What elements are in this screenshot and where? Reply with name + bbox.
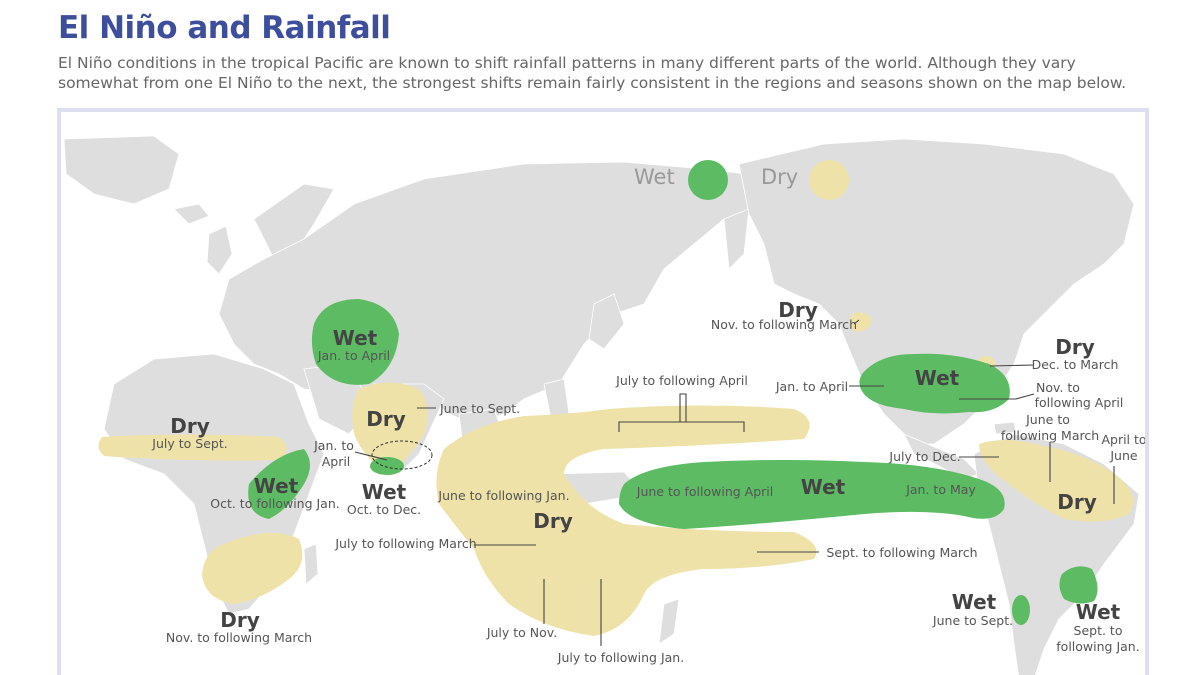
west-africa-type: Dry <box>170 414 210 438</box>
legend-wet-swatch <box>688 160 728 200</box>
wet-region-east-africa <box>248 449 310 519</box>
sri-lanka-outline <box>371 440 433 470</box>
map-frame: Wet Dry Wet Jan. to April Dry June to Se… <box>57 108 1149 675</box>
dry-region-india <box>352 382 428 474</box>
sri-lanka-type: Wet <box>362 480 407 504</box>
northern-sa-season-line2: June <box>1109 448 1138 463</box>
sri-lanka-season2-line1: Jan. to <box>313 438 354 453</box>
india-type: Dry <box>366 407 406 431</box>
western-pacific-season: July to following April <box>615 373 748 388</box>
world-map: Wet Dry Wet Jan. to April Dry June to Se… <box>63 135 1146 675</box>
southern-africa-season: Nov. to following March <box>166 630 312 645</box>
chile-type: Wet <box>952 590 997 614</box>
central-america-season2-line1: June to <box>1025 412 1070 427</box>
dry-region-alaska <box>849 312 872 332</box>
wet-region-southwest-asia <box>311 299 399 385</box>
legend: Wet Dry <box>634 160 849 200</box>
wet-region-chile <box>1012 595 1030 625</box>
south-pacific-season: Sept. to following March <box>826 545 977 560</box>
indonesia-australia-type: Dry <box>533 509 573 533</box>
sri-lanka-season: Oct. to Dec. <box>347 502 421 517</box>
ohio-valley-type: Dry <box>1055 335 1095 359</box>
legend-dry-label: Dry <box>761 165 798 189</box>
ohio-valley-season: Dec. to March <box>1032 357 1119 372</box>
leader-lines <box>354 319 1115 646</box>
chile-season: June to Sept. <box>932 613 1013 628</box>
southern-us-season2-line2: following April <box>1035 395 1124 410</box>
indonesia-season-2: July to following March <box>334 536 476 551</box>
sw-asia-type: Wet <box>333 326 378 350</box>
india-season: June to Sept. <box>439 401 520 416</box>
southern-us-season: Jan. to April <box>775 379 848 394</box>
central-america-season: July to Dec. <box>888 449 960 464</box>
central-pacific-season2: Jan. to May <box>905 482 976 497</box>
wet-region-southeast-south-america <box>1059 566 1098 604</box>
alaska-type: Dry <box>778 298 818 322</box>
northern-sa-type: Dry <box>1057 490 1097 514</box>
page-title: El Niño and Rainfall <box>58 10 391 46</box>
legend-wet-label: Wet <box>634 165 675 189</box>
intro-text: El Niño conditions in the tropical Pacif… <box>58 54 1127 92</box>
region-labels: Wet Jan. to April Dry June to Sept. Dry … <box>151 298 1146 665</box>
sri-lanka-season2-line2: April <box>322 454 351 469</box>
east-africa-type: Wet <box>254 474 299 498</box>
dry-region-west-africa <box>98 434 287 461</box>
west-africa-season: July to Sept. <box>151 436 227 451</box>
se-sa-season-line1: Sept. to <box>1074 623 1123 638</box>
se-sa-season-line2: following Jan. <box>1056 639 1139 654</box>
dry-region-northern-south-america <box>979 440 1134 522</box>
wet-region-sri-lanka <box>370 457 404 475</box>
southern-africa-type: Dry <box>220 608 260 632</box>
australia-season-3: July to Nov. <box>486 625 557 640</box>
wet-region-central-pacific <box>619 460 1005 529</box>
northern-sa-season-line1: April to <box>1101 432 1146 447</box>
alaska-season: Nov. to following March <box>711 317 857 332</box>
dry-region-maritime-continent <box>436 405 817 636</box>
se-sa-type: Wet <box>1076 600 1121 624</box>
southern-us-type: Wet <box>915 366 960 390</box>
indonesia-season-1: June to following Jan. <box>437 488 569 503</box>
sw-asia-season: Jan. to April <box>317 348 390 363</box>
central-pacific-season: June to following April <box>636 484 773 499</box>
central-america-season2-line2: following March <box>1001 428 1099 443</box>
southern-us-season2-line1: Nov. to <box>1036 380 1080 395</box>
dry-regions <box>98 312 1134 636</box>
australia-season-4: July to following Jan. <box>557 650 684 665</box>
dry-region-southern-africa <box>202 532 303 604</box>
legend-dry-swatch <box>809 160 849 200</box>
central-pacific-type: Wet <box>801 475 846 499</box>
east-africa-season: Oct. to following Jan. <box>210 496 340 511</box>
